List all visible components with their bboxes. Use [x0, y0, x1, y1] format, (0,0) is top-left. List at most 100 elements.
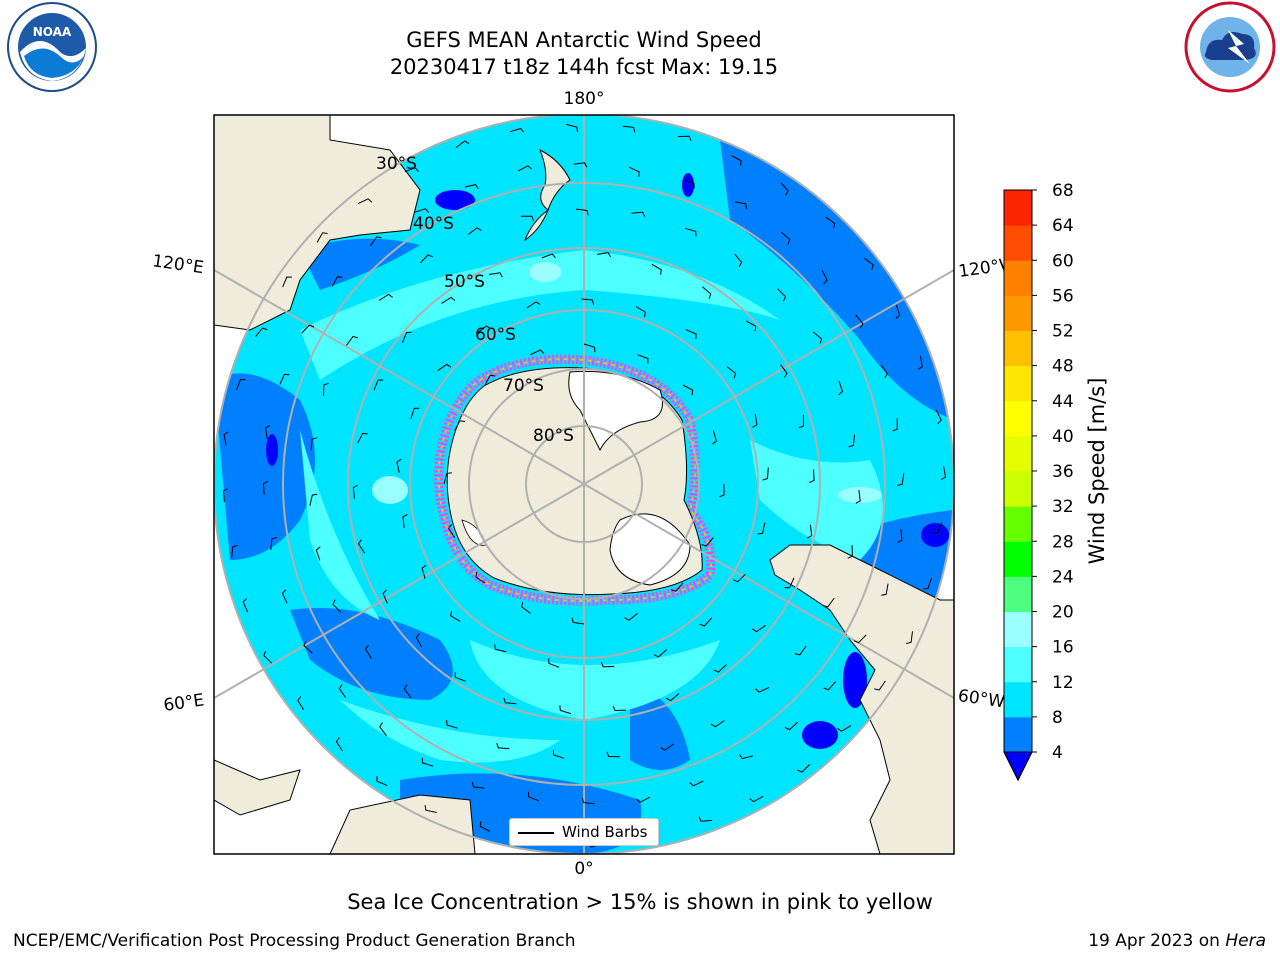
wind-barb [548, 658, 560, 668]
wind-barb [376, 776, 388, 786]
colorbar-segment [1004, 716, 1032, 753]
wind-barb [331, 276, 343, 287]
wind-barb [447, 524, 456, 538]
wind-barb [581, 298, 595, 306]
graticule [214, 115, 954, 854]
wind-barb [797, 764, 811, 773]
wind-barb [622, 125, 636, 133]
colorbar-segment [1004, 611, 1032, 648]
wind-barb [853, 634, 867, 644]
colorbar-segment [1004, 330, 1032, 367]
wind-barb [424, 805, 437, 813]
wind-barb [734, 201, 748, 209]
wind-barb [684, 227, 697, 237]
wind-barbs [222, 123, 947, 848]
wind-barb [780, 364, 788, 378]
wind-barb [892, 418, 898, 432]
wind-barb [410, 407, 420, 420]
colorbar-title: Wind Speed [m/s] [1085, 378, 1109, 565]
wind-barb [530, 349, 545, 356]
wind-barb [338, 684, 347, 698]
footer-date-text: 19 Apr 2023 on [1088, 931, 1226, 951]
wind-barb [494, 644, 507, 653]
legend: Wind Barbs [509, 818, 659, 846]
colorbar-segment [1004, 260, 1032, 296]
wind-barb [847, 545, 853, 559]
wind-barb [880, 364, 889, 379]
wind-barb [357, 539, 366, 554]
wind-barb [527, 791, 539, 802]
caption: Sea Ice Concentration > 15% is shown in … [347, 890, 933, 914]
lat-label-60s: 60°S [475, 325, 516, 345]
wind-barb [571, 617, 585, 625]
colorbar-tick-label: 24 [1052, 567, 1074, 587]
wind-barb [712, 430, 717, 445]
wind-barb [323, 382, 329, 396]
wind-barb [396, 458, 402, 473]
wind-barb [628, 166, 640, 177]
wind-barb [517, 165, 533, 172]
wind-barb [583, 343, 596, 353]
wind-barb [315, 546, 321, 561]
wind-barb [701, 537, 714, 547]
wind-barb [414, 208, 430, 213]
wind-barb [479, 821, 491, 832]
wind-barb [678, 135, 692, 141]
wind-barb [881, 583, 889, 596]
wind-barb [446, 719, 458, 729]
wind-barb [821, 270, 828, 285]
wind-barb [263, 650, 273, 664]
wind-barb [379, 293, 393, 301]
map-frame-content [214, 115, 954, 854]
wind-barb [734, 253, 743, 267]
map-border [213, 114, 955, 855]
wind-barb [689, 780, 704, 787]
wind-barb [420, 254, 433, 264]
wind-barb [798, 414, 805, 429]
antarctica [446, 367, 703, 596]
colorbar-segment [1004, 365, 1032, 402]
wind-barb [403, 684, 412, 698]
wind-barb [573, 162, 588, 168]
colorbar-tick-label: 64 [1052, 216, 1074, 236]
colorbar-segment [1004, 541, 1032, 577]
wind-barb [897, 473, 905, 486]
wind-barb [369, 236, 382, 246]
colorbar-segment [1004, 435, 1032, 472]
wind-barb [509, 127, 525, 133]
wind-barb [316, 232, 328, 243]
wind-barb [455, 140, 470, 149]
colorbar-tick-label: 68 [1052, 181, 1074, 201]
wind-barb [223, 431, 229, 446]
wind-barb [484, 374, 496, 386]
colorbar-segment [1004, 295, 1032, 331]
wind-barb [402, 331, 412, 343]
wind-barb [713, 664, 727, 673]
wind-barb [624, 612, 638, 621]
wind-barb [231, 545, 238, 558]
wind-barb [719, 484, 725, 498]
wind-barb [941, 466, 947, 481]
wind-barb [823, 681, 837, 691]
colorbar-segment [1004, 506, 1032, 542]
wind-barb [309, 493, 318, 506]
wind-barb [488, 272, 503, 278]
wind-barb [825, 216, 836, 229]
lon-label-60e: 60°E [162, 690, 205, 715]
wind-barb [600, 661, 615, 668]
lon-label-180: 180° [564, 89, 605, 109]
wind-barb [475, 572, 486, 584]
wind-barb [631, 211, 646, 217]
colorbar-tick-label: 36 [1052, 462, 1074, 482]
wind-barb [935, 409, 942, 425]
wind-barb [503, 697, 517, 705]
wind-barb [665, 693, 680, 702]
wind-barb [670, 582, 684, 592]
wind-barb [838, 380, 844, 396]
wind-barb [762, 467, 769, 481]
wind-barb [683, 179, 695, 189]
colorbar-segment [1004, 681, 1032, 718]
wind-barb [581, 797, 595, 805]
wind-barb [635, 306, 646, 318]
